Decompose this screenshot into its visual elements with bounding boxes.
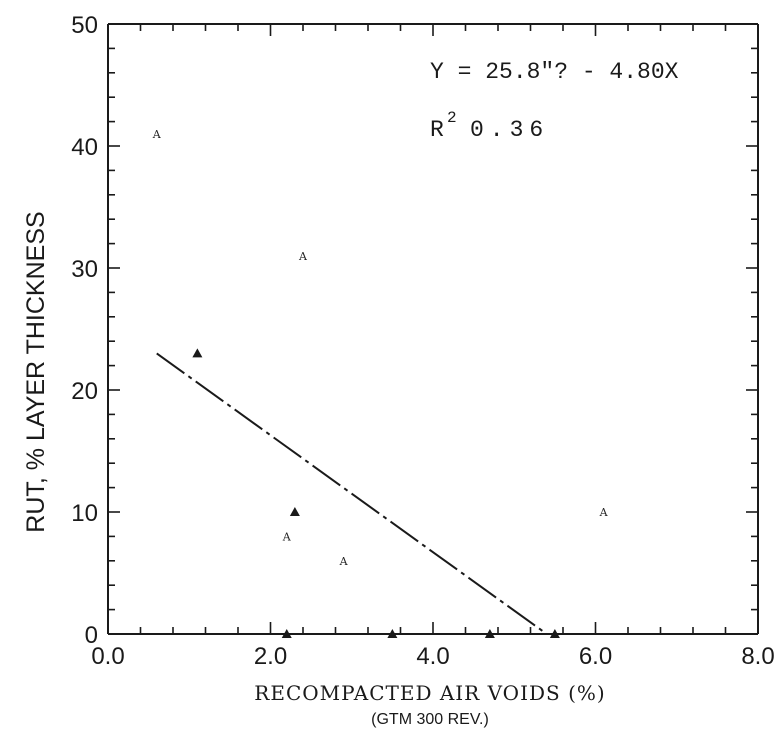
data-point-open: A bbox=[298, 250, 308, 263]
axis-ticks bbox=[107, 23, 759, 635]
tick-labels: 0.0 2.0 4.0 6.0 8.0 0 10 20 30 40 50 bbox=[71, 12, 774, 670]
data-point-filled bbox=[289, 507, 300, 516]
r-squared-value: 0.36 bbox=[470, 117, 549, 143]
data-point-filled bbox=[484, 629, 495, 638]
y-tick-label: 0 bbox=[85, 622, 98, 649]
data-point-open: A bbox=[152, 128, 162, 141]
r-squared-exponent: 2 bbox=[447, 109, 457, 127]
y-tick-label: 20 bbox=[71, 378, 98, 405]
data-point-open: A bbox=[599, 506, 609, 519]
plot-frame bbox=[107, 23, 759, 635]
y-tick-label: 40 bbox=[71, 134, 98, 161]
data-point-filled bbox=[549, 629, 560, 638]
data-point-open: A bbox=[339, 555, 349, 568]
r-squared-annotation: R 2 0.36 bbox=[430, 109, 549, 143]
regression-line-segment bbox=[156, 352, 548, 635]
x-tick-label: 0.0 bbox=[91, 643, 124, 670]
x-tick-label: 4.0 bbox=[416, 643, 449, 670]
regression-equation: Y = 25.8"? - 4.80X bbox=[430, 59, 679, 85]
x-tick-label: 8.0 bbox=[741, 643, 774, 670]
x-tick-label: 6.0 bbox=[579, 643, 612, 670]
x-axis-subtitle: (GTM 300 REV.) bbox=[371, 711, 489, 728]
r-squared-symbol: R bbox=[430, 117, 444, 143]
data-point-filled bbox=[387, 629, 398, 638]
data-point-filled bbox=[192, 348, 203, 358]
data-point-open: A bbox=[282, 530, 292, 543]
y-tick-label: 50 bbox=[71, 12, 98, 39]
x-axis-title: RECOMPACTED AIR VOIDS (%) bbox=[254, 681, 605, 705]
y-tick-label: 30 bbox=[71, 256, 98, 283]
data-points: A A A A A bbox=[152, 128, 609, 638]
x-tick-label: 2.0 bbox=[254, 643, 287, 670]
data-point-filled bbox=[281, 629, 292, 638]
y-axis-title: RUT, % LAYER THICKNESS bbox=[22, 211, 50, 532]
y-tick-label: 10 bbox=[71, 500, 98, 527]
regression-line bbox=[156, 352, 548, 635]
